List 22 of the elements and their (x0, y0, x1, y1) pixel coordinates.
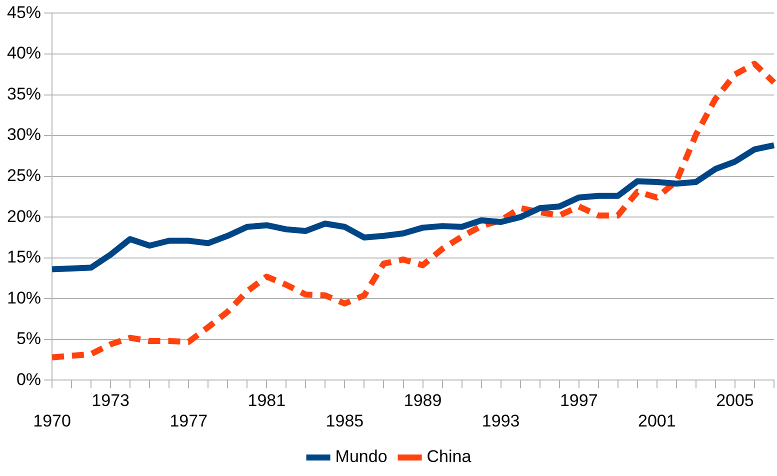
x-tick-label: 2001 (638, 411, 676, 430)
y-tick-label: 45% (6, 2, 42, 22)
x-tick-label: 1973 (92, 391, 130, 410)
y-tick-label: 35% (6, 84, 42, 104)
x-tick-label: 1985 (326, 411, 364, 430)
y-tick-label: 20% (6, 206, 42, 226)
x-tick-label: 1977 (170, 411, 208, 430)
x-tick-label: 2005 (716, 391, 754, 410)
x-tick-label: 1970 (33, 411, 71, 430)
legend-label: China (426, 447, 472, 466)
x-tick-label: 1981 (248, 391, 286, 410)
y-tick-label: 25% (6, 166, 42, 185)
y-tick-label: 0% (16, 370, 42, 389)
y-tick-label: 40% (6, 44, 42, 63)
y-tick-label: 10% (6, 288, 42, 308)
x-tick-label: 1993 (482, 411, 520, 430)
legend-label: Mundo (335, 447, 388, 466)
x-tick-label: 1989 (404, 391, 442, 410)
y-tick-label: 30% (6, 125, 42, 144)
y-tick-label: 5% (16, 329, 42, 348)
x-tick-label: 1997 (560, 391, 598, 410)
y-tick-label: 15% (6, 248, 42, 267)
